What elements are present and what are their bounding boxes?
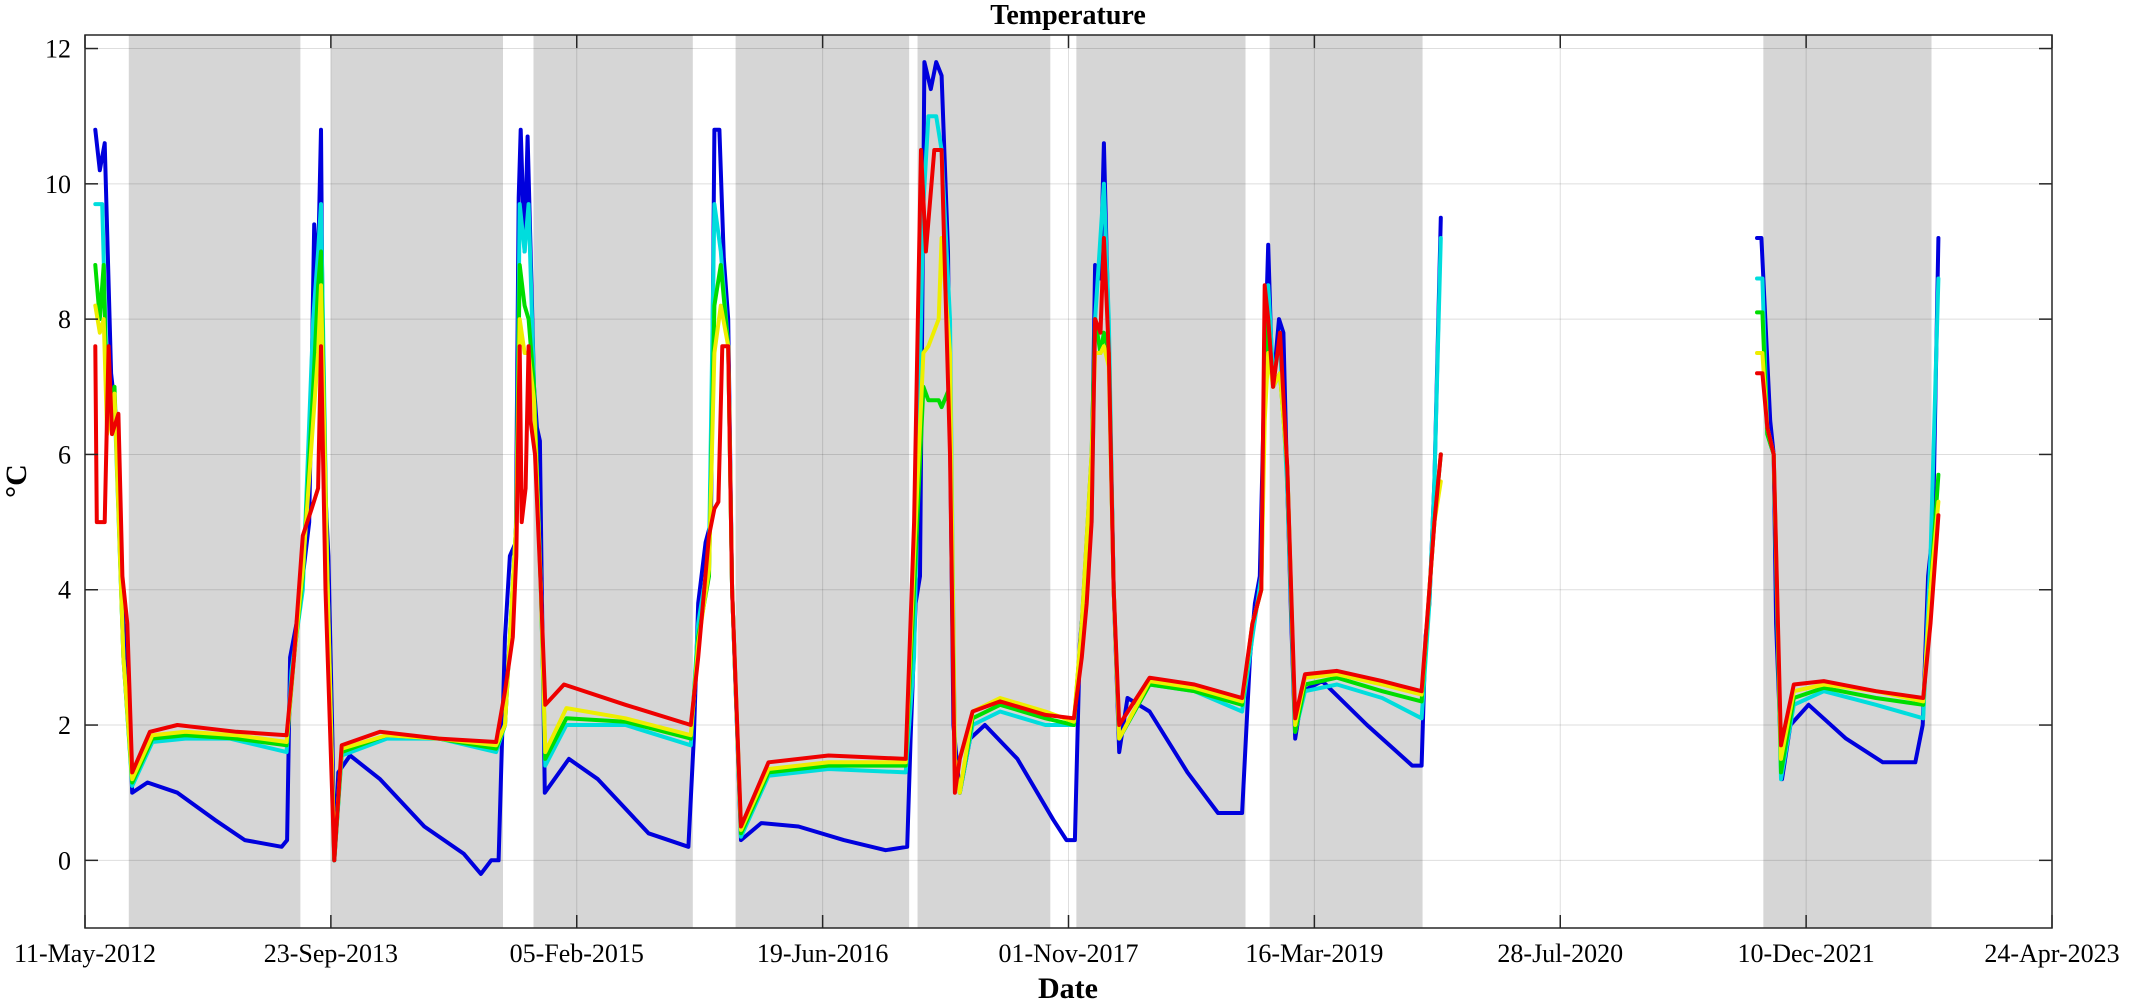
x-tick-label: 28-Jul-2020 bbox=[1497, 939, 1623, 968]
y-tick-label: 4 bbox=[58, 576, 71, 605]
data-series bbox=[93, 60, 1941, 876]
y-tick-label: 12 bbox=[45, 35, 71, 64]
shaded-periods bbox=[128, 35, 1932, 928]
x-tick-label: 23-Sep-2013 bbox=[264, 939, 398, 968]
shaded-period bbox=[128, 35, 301, 928]
shaded-period bbox=[1269, 35, 1423, 928]
x-tick-label: 05-Feb-2015 bbox=[510, 939, 644, 968]
axis-ticks: 0 2 4 6 8 10 12 11-May-2012 23-Sep-2013 05-Feb-20… bbox=[14, 35, 2120, 968]
y-axis-label: °C bbox=[0, 464, 33, 498]
shaded-period bbox=[1763, 35, 1932, 928]
y-tick-label: 0 bbox=[58, 846, 71, 875]
x-tick-label: 19-Jun-2016 bbox=[757, 939, 888, 968]
x-tick-label: 10-Dec-2021 bbox=[1738, 939, 1875, 968]
x-tick-label: 24-Apr-2023 bbox=[1984, 939, 2119, 968]
y-tick-label: 10 bbox=[45, 170, 71, 199]
shaded-period bbox=[917, 35, 1051, 928]
y-tick-label: 6 bbox=[58, 440, 71, 469]
shaded-period bbox=[533, 35, 693, 928]
chart-title: Temperature bbox=[990, 0, 1146, 31]
y-tick-label: 8 bbox=[58, 305, 71, 334]
x-axis-label: Date bbox=[1038, 972, 1098, 1003]
shaded-period bbox=[330, 35, 503, 928]
y-tick-label: 2 bbox=[58, 711, 71, 740]
x-tick-label: 16-Mar-2019 bbox=[1245, 939, 1383, 968]
grid-lines bbox=[84, 35, 2053, 928]
series-line bbox=[93, 148, 1443, 863]
x-tick-label: 01-Nov-2017 bbox=[998, 939, 1138, 968]
series-line bbox=[1755, 371, 1941, 748]
x-tick-label: 11-May-2012 bbox=[14, 939, 156, 968]
